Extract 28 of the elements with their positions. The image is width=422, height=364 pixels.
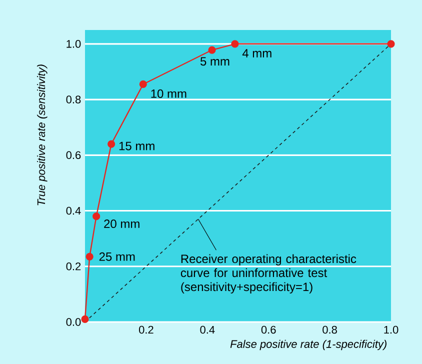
point — [86, 252, 94, 260]
x-tick-label: 0.8 — [322, 326, 337, 334]
x-tick-label: 0.4 — [200, 326, 215, 334]
y-tick-label: 0.0 — [66, 318, 81, 326]
y-tick-label: 0.6 — [66, 151, 81, 160]
point — [208, 46, 216, 54]
annotation: Receiver operating characteristic curve for uninformative test (sensitivity+specificity=1) — [180, 254, 356, 294]
point — [231, 40, 239, 48]
y-tick-label: 1.0 — [66, 40, 81, 48]
x-axis-title: False positive rate (1-specificity) — [230, 340, 386, 350]
x-tick-label: 0.2 — [138, 326, 154, 334]
y-tick-label: 0.2 — [66, 262, 81, 270]
annotation: 15 mm — [119, 142, 154, 150]
point — [139, 80, 147, 88]
annotation: 5 mm — [200, 57, 230, 66]
annotation: 10 mm — [151, 89, 186, 98]
x-tick-label: 1.0 — [384, 326, 398, 334]
annotation: 25 mm — [99, 252, 135, 261]
point — [81, 315, 89, 324]
x-tick-label: 0.6 — [261, 326, 276, 334]
y-axis-title: True positive rate (sensitivity) — [37, 64, 48, 206]
annotation: 4 mm — [242, 49, 272, 58]
y-tick-label: 0.8 — [66, 96, 81, 104]
annotation: 20 mm — [104, 220, 140, 228]
point — [92, 212, 100, 220]
point — [108, 140, 116, 148]
y-tick-label: 0.4 — [66, 206, 81, 215]
point — [387, 40, 395, 48]
